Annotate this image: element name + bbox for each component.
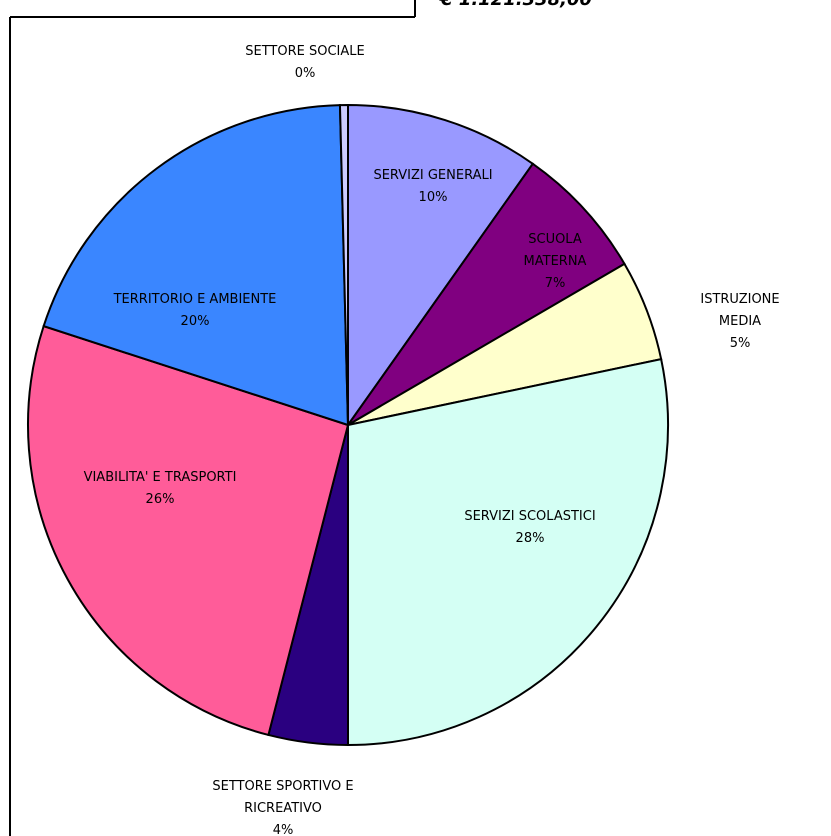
slice-value: 26%: [145, 492, 175, 507]
slice-label: TERRITORIO E AMBIENTE: [113, 292, 277, 307]
slice-label: SETTORE SPORTIVO E RICREATIVO: [212, 779, 354, 816]
slice-label: SETTORE SOCIALE: [245, 44, 365, 59]
slice-label: SERVIZI GENERALI: [373, 168, 493, 183]
slice-value: 7%: [544, 276, 566, 291]
slice-label: ISTRUZIONE MEDIA: [700, 292, 780, 329]
pie-slice: [42, 104, 350, 427]
slice-value: 20%: [180, 314, 210, 329]
pie-slice: [347, 103, 535, 429]
amount: € 1.121.338,00: [440, 0, 592, 10]
slice-value: 4%: [272, 823, 294, 836]
pie-slice: [347, 162, 626, 426]
slice-label: SCUOLA MATERNA: [523, 232, 587, 269]
slice-value: 0%: [294, 66, 316, 81]
slice-label: VIABILITA' E TRASPORTI: [83, 470, 237, 485]
pie-slice: [27, 324, 350, 737]
slice-label: SERVIZI SCOLASTICI: [464, 509, 596, 524]
slice-value: 28%: [515, 531, 545, 546]
slice-value: 5%: [729, 336, 751, 351]
pie-slice: [347, 357, 669, 747]
pie-slice: [338, 103, 349, 426]
slice-value: 10%: [418, 190, 448, 205]
